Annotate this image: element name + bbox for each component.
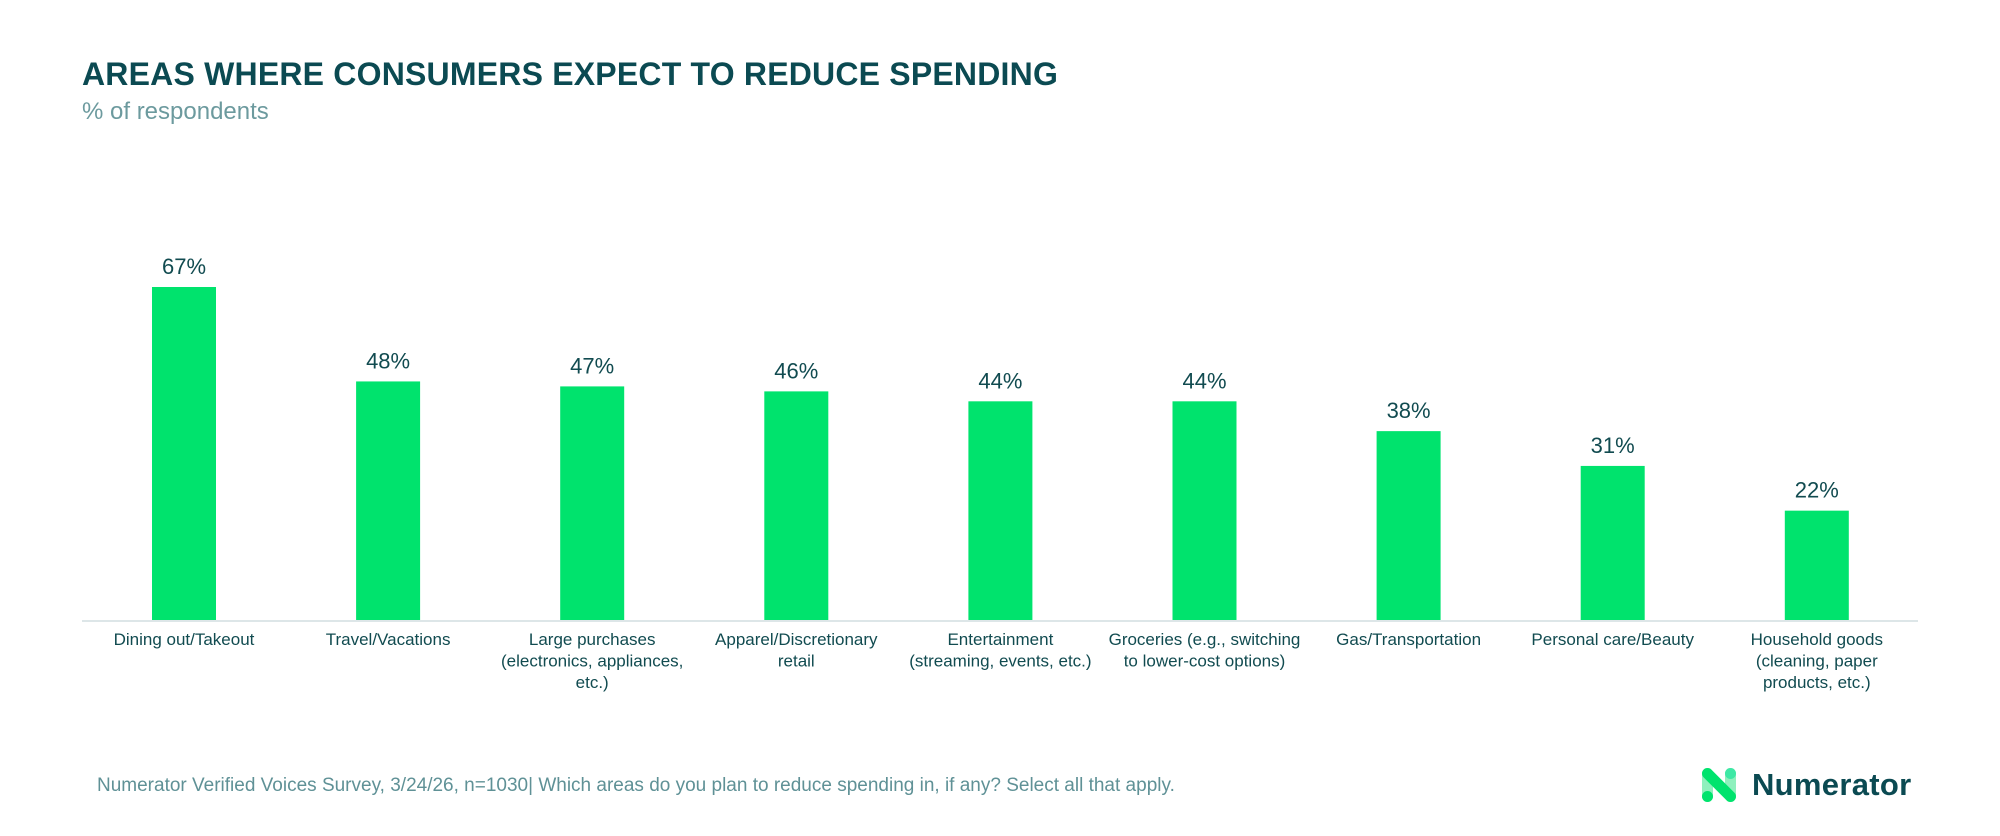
- category-label-5: Groceries (e.g., switching to lower-cost …: [1109, 630, 1301, 671]
- chart-title: AREAS WHERE CONSUMERS EXPECT TO REDUCE S…: [82, 56, 1059, 92]
- category-label-line: Apparel/Discretionary: [715, 630, 878, 649]
- logo-text: Numerator: [1752, 767, 1912, 802]
- category-label-line: (electronics, appliances,: [501, 652, 683, 671]
- bar-8: [1784, 510, 1849, 620]
- data-label-1: 48%: [366, 348, 410, 373]
- numerator-logo: Numerator: [1700, 766, 1911, 804]
- category-label-1: Travel/Vacations: [326, 630, 451, 649]
- category-label-6: Gas/Transportation: [1336, 630, 1481, 649]
- category-label-line: to lower-cost options): [1124, 652, 1286, 671]
- category-label-7: Personal care/Beauty: [1531, 630, 1694, 649]
- footnote: Numerator Verified Voices Survey, 3/24/2…: [97, 775, 1175, 796]
- category-label-line: Groceries (e.g., switching: [1109, 630, 1301, 649]
- data-label-4: 44%: [978, 368, 1022, 393]
- data-label-6: 38%: [1387, 398, 1431, 423]
- category-label-line: (cleaning, paper: [1756, 652, 1878, 671]
- category-label-line: Gas/Transportation: [1336, 630, 1481, 649]
- category-label-line: Entertainment: [947, 630, 1053, 649]
- bar-0: [152, 287, 216, 620]
- bar-1: [356, 381, 421, 620]
- category-label-line: Dining out/Takeout: [114, 630, 255, 649]
- data-label-2: 47%: [570, 353, 614, 378]
- numerator-n-logo-icon: [1702, 768, 1736, 802]
- category-label-3: Apparel/Discretionary retail: [715, 630, 878, 671]
- category-label-line: Household goods: [1751, 630, 1883, 649]
- category-label-line: retail: [778, 652, 815, 671]
- category-label-8: Household goods (cleaning, paper products,…: [1751, 630, 1883, 692]
- category-label-0: Dining out/Takeout: [114, 630, 255, 649]
- category-label-line: Travel/Vacations: [326, 630, 451, 649]
- category-label-line: products, etc.): [1763, 673, 1871, 692]
- category-label-2: Large purchases (electronics, appliances,…: [501, 630, 683, 692]
- bar-4: [968, 401, 1033, 620]
- data-label-7: 31%: [1591, 433, 1635, 458]
- bar-3: [764, 391, 829, 620]
- category-label-line: Large purchases: [529, 630, 656, 649]
- category-label-line: etc.): [576, 673, 609, 692]
- data-label-3: 46%: [774, 358, 818, 383]
- bar-7: [1580, 465, 1645, 620]
- category-label-4: Entertainment (streaming, events, etc.): [909, 630, 1091, 671]
- bar-6: [1376, 431, 1441, 620]
- data-label-5: 44%: [1182, 368, 1226, 393]
- category-label-line: Personal care/Beauty: [1531, 630, 1694, 649]
- category-label-line: (streaming, events, etc.): [909, 652, 1091, 671]
- bar-2: [560, 386, 625, 620]
- data-label-0: 67%: [162, 254, 206, 279]
- chart-subtitle: % of respondents: [82, 98, 269, 125]
- data-label-8: 22%: [1795, 478, 1839, 503]
- bar-5: [1172, 401, 1237, 620]
